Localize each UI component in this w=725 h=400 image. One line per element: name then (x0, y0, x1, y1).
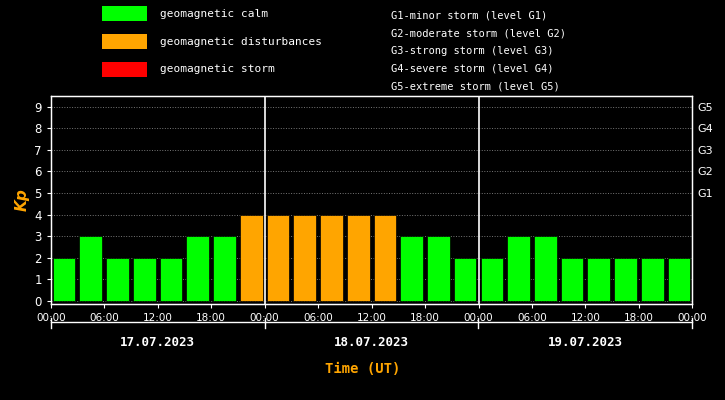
Bar (107, 258, 129, 301)
Text: 17.07.2023: 17.07.2023 (120, 336, 195, 349)
Text: geomagnetic calm: geomagnetic calm (160, 9, 268, 19)
Text: 19.07.2023: 19.07.2023 (548, 336, 623, 349)
FancyBboxPatch shape (102, 62, 147, 77)
Bar (614, 258, 637, 301)
Bar (186, 236, 209, 301)
Text: G3-strong storm (level G3): G3-strong storm (level G3) (391, 46, 553, 56)
Text: G4-severe storm (level G4): G4-severe storm (level G4) (391, 64, 553, 74)
Text: 18.07.2023: 18.07.2023 (334, 336, 409, 349)
Bar (454, 258, 476, 301)
FancyBboxPatch shape (102, 6, 147, 22)
Bar (427, 236, 450, 301)
Bar (400, 236, 423, 301)
Bar (373, 214, 397, 301)
Bar (320, 214, 343, 301)
Bar (133, 258, 156, 301)
Bar (507, 236, 530, 301)
Bar (641, 258, 663, 301)
Text: Time (UT): Time (UT) (325, 362, 400, 376)
Bar (560, 258, 584, 301)
Bar (80, 236, 102, 301)
Text: G2-moderate storm (level G2): G2-moderate storm (level G2) (391, 28, 566, 38)
Y-axis label: Kp: Kp (15, 189, 30, 211)
Bar (534, 236, 557, 301)
Bar (587, 258, 610, 301)
Text: geomagnetic disturbances: geomagnetic disturbances (160, 37, 322, 47)
Bar (294, 214, 316, 301)
Text: geomagnetic storm: geomagnetic storm (160, 64, 275, 74)
Bar (53, 258, 75, 301)
Text: G1-minor storm (level G1): G1-minor storm (level G1) (391, 10, 547, 20)
Bar (240, 214, 262, 301)
Bar (213, 236, 236, 301)
Bar (347, 214, 370, 301)
Bar (267, 214, 289, 301)
Bar (160, 258, 183, 301)
Text: G5-extreme storm (level G5): G5-extreme storm (level G5) (391, 81, 560, 91)
Bar (481, 258, 503, 301)
FancyBboxPatch shape (102, 34, 147, 49)
Bar (668, 258, 690, 301)
